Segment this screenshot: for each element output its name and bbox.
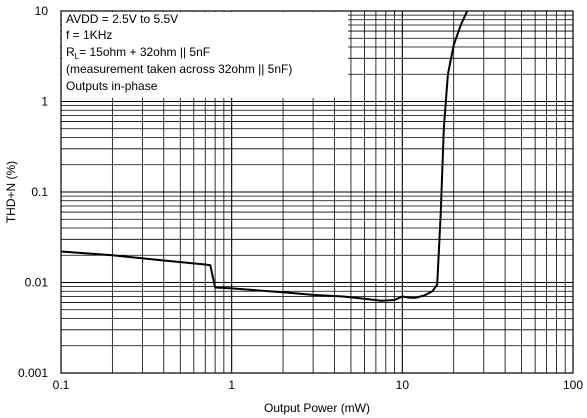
- annotation-block: AVDD = 2.5V to 5.5V f = 1KHz RL= 15ohm +…: [66, 12, 292, 93]
- y-tick-label: 0.01: [25, 276, 49, 290]
- annotation-rl-line: RL= 15ohm + 32ohm || 5nF: [66, 45, 210, 61]
- series-line-1: [60, 10, 469, 302]
- y-tick-label: 1: [41, 95, 48, 109]
- annotation-line-3: (measurement taken across 32ohm || 5nF): [66, 62, 292, 76]
- plot-frame: [60, 10, 574, 374]
- annotation-line-4: Outputs in-phase: [66, 79, 158, 93]
- y-tick-label: 0.1: [31, 185, 48, 199]
- series-layer: [60, 10, 469, 302]
- x-tick-label: 0.1: [53, 378, 70, 392]
- annotation-line-2: f = 1KHz: [66, 28, 112, 42]
- y-axis-label: THD+N (%): [4, 161, 18, 223]
- x-tick-label: 100: [563, 378, 583, 392]
- x-tick-label: 1: [228, 378, 235, 392]
- x-tick-label: 10: [396, 378, 410, 392]
- y-tick-label: 0.001: [18, 366, 48, 380]
- annotation-box: [62, 12, 348, 98]
- y-tick-label: 10: [35, 4, 49, 18]
- x-axis-label: Output Power (mW): [264, 401, 370, 415]
- annotation-rl-prefix: R: [66, 45, 75, 59]
- annotation-rl-suffix: = 15ohm + 32ohm || 5nF: [79, 45, 210, 59]
- y-tick-labels: 10 1 0.1 0.01 0.001: [18, 4, 48, 380]
- x-tick-labels: 0.1 1 10 100: [53, 378, 584, 392]
- annotation-rl-subscript: L: [75, 52, 80, 61]
- annotation-line-1: AVDD = 2.5V to 5.5V: [66, 12, 178, 26]
